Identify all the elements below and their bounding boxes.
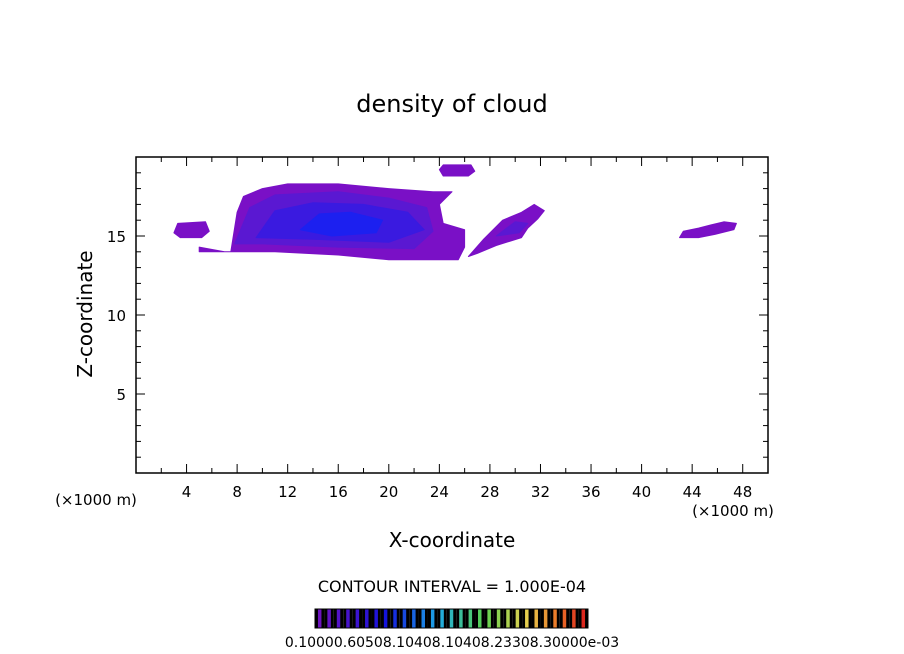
- axis-ticks: [136, 157, 768, 473]
- x-tick-label: 16: [329, 483, 348, 501]
- x-tick-label: 44: [683, 483, 702, 501]
- chart-title: density of cloud: [356, 90, 547, 118]
- x-tick-label: 48: [733, 483, 752, 501]
- y-tick-label: 10: [107, 307, 126, 325]
- x-tick-label: 20: [379, 483, 398, 501]
- colorbar-frame: [314, 608, 589, 629]
- left-blob-outer-contour: [173, 221, 210, 239]
- colorbar: [315, 609, 588, 628]
- x-tick-label: 12: [278, 483, 297, 501]
- x-tick-label: 40: [632, 483, 651, 501]
- plot-frame: [135, 156, 769, 474]
- main-cloud-core-contour: [299, 211, 383, 237]
- x-tick-label: 36: [581, 483, 600, 501]
- x-axis-label: X-coordinate: [389, 528, 516, 552]
- far-right-blob-outer-contour: [679, 221, 737, 239]
- top-blob-outer-contour: [438, 164, 476, 177]
- right-streak-mid-contour: [495, 221, 529, 237]
- x-tick-label: 28: [480, 483, 499, 501]
- y-tick-label: 15: [107, 228, 126, 246]
- x-tick-labels: 4 8 12 16 20 24 28 32 36 40 44 48: [182, 483, 752, 501]
- y-axis-label: Z-coordinate: [73, 250, 97, 377]
- y-tick-label: 5: [116, 386, 126, 404]
- x-unit-right-label: (×1000 m): [692, 502, 774, 520]
- y-tick-labels: 5 10 15: [107, 228, 126, 404]
- x-tick-label: 4: [182, 483, 192, 501]
- x-unit-left-label: (×1000 m): [55, 491, 137, 509]
- contour-interval-label: CONTOUR INTERVAL = 1.000E-04: [318, 577, 586, 596]
- x-tick-label: 24: [430, 483, 449, 501]
- x-tick-label: 8: [232, 483, 242, 501]
- colorbar-labels: 0.10000.60508.10408.10408.23308.30000e-0…: [285, 635, 619, 651]
- x-tick-label: 32: [531, 483, 550, 501]
- cloud-contour-regions: [173, 164, 737, 261]
